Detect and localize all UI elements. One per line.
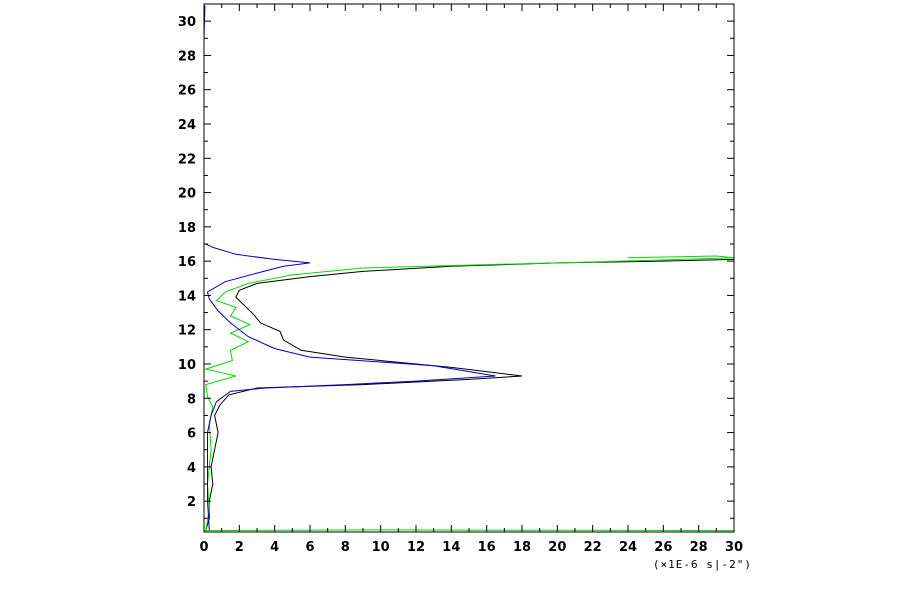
ticks-layer: 0 2 4 6 8 10 12 14 16 18 20 22 24 26 28 302468101214161…: [178, 4, 743, 555]
series-line-1: [203, 255, 735, 531]
x-tick-label: 16: [478, 540, 496, 555]
x-tick-label: 6: [305, 540, 314, 555]
x-tick-label: 28: [690, 540, 708, 555]
x-tick-label: 2: [235, 540, 244, 555]
x-tick-label: 20: [548, 540, 566, 555]
x-tick-label: 8: [341, 540, 350, 555]
y-tick-label: 30: [178, 15, 196, 30]
plot-frame: [203, 3, 735, 533]
y-tick-label: 24: [178, 118, 196, 133]
y-tick-label: 16: [178, 255, 196, 270]
y-tick-label: 14: [178, 289, 196, 304]
x-tick-label: 10: [372, 540, 390, 555]
y-tick-label: 8: [187, 392, 196, 407]
x-tick-label: 24: [619, 540, 637, 555]
y-tick-label: 20: [178, 187, 196, 202]
y-tick-label: 6: [187, 427, 196, 442]
y-tick-label: 18: [178, 221, 196, 236]
x-tick-label: 12: [407, 540, 425, 555]
x-tick-label: 26: [654, 540, 672, 555]
y-tick-label: 4: [187, 461, 196, 476]
y-tick-label: 22: [178, 152, 196, 167]
y-tick-label: 2: [187, 495, 196, 510]
x-tick-label: 4: [270, 540, 279, 555]
x-tick-label: 22: [584, 540, 602, 555]
x-tick-label: 14: [442, 540, 460, 555]
x-tick-label: 30: [725, 540, 743, 555]
series-line-2: [205, 243, 496, 531]
series-line-0: [205, 258, 735, 531]
y-tick-label: 26: [178, 84, 196, 99]
y-tick-label: 28: [178, 49, 196, 64]
x-unit-label: (×1E-6 s|-2"): [653, 558, 752, 571]
y-tick-label: 10: [178, 358, 196, 373]
x-tick-label: 0: [199, 540, 208, 555]
x-tick-label: 18: [513, 540, 531, 555]
series-layer: [203, 5, 735, 532]
y-tick-label: 12: [178, 324, 196, 339]
